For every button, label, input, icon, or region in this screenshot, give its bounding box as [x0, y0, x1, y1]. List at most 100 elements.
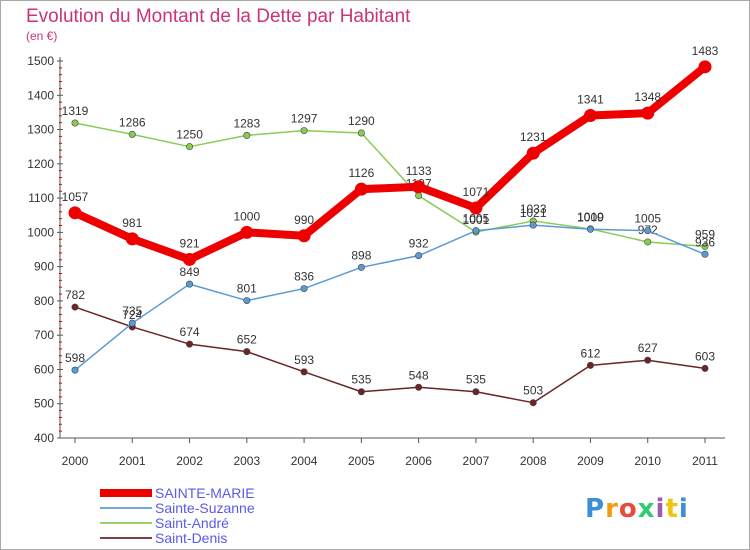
data-label: 1250: [176, 128, 203, 142]
data-label: 1005: [634, 212, 661, 226]
data-label: 1483: [692, 44, 719, 58]
x-tick-label: 2009: [577, 454, 604, 468]
x-tick-label: 2007: [463, 454, 490, 468]
data-point: [186, 340, 194, 348]
data-point: [71, 119, 79, 127]
legend-label: Saint-Denis: [155, 530, 227, 546]
data-point: [415, 252, 423, 260]
data-label: 593: [294, 353, 314, 367]
data-point: [71, 303, 79, 311]
data-label: 535: [351, 373, 371, 387]
x-tick-label: 2011: [692, 454, 718, 468]
x-tick-label: 2003: [233, 454, 260, 468]
data-label: 503: [523, 384, 543, 398]
data-point: [472, 388, 480, 396]
y-tick-label: 1200: [27, 157, 54, 171]
y-tick-label: 400: [34, 431, 54, 445]
series-layer: 782 724 674 652 593 535 548 535 503 612 627 603 1319…: [62, 44, 719, 407]
data-label: 1297: [291, 112, 318, 126]
series-line: [74, 306, 706, 404]
data-label: 1021: [520, 206, 547, 220]
chart-title: Evolution du Montant de la Dette par Hab…: [26, 6, 411, 27]
data-point: [357, 129, 365, 137]
data-point: [469, 201, 483, 215]
data-label: 1283: [233, 116, 260, 130]
data-point: [644, 238, 652, 246]
data-point: [68, 206, 82, 220]
data-point: [183, 252, 197, 266]
x-tick-label: 2010: [634, 454, 661, 468]
data-label: 1126: [348, 166, 374, 180]
data-point: [300, 285, 308, 293]
x-tick-label: 2006: [405, 454, 432, 468]
data-point: [586, 361, 594, 369]
y-tick-label: 900: [34, 260, 54, 274]
x-tick-label: 2000: [62, 454, 89, 468]
data-point: [644, 227, 652, 235]
legend-label: SAINTE-MARIE: [155, 485, 255, 501]
data-point: [243, 297, 251, 305]
data-point: [641, 106, 655, 120]
data-point: [186, 280, 194, 288]
data-point: [71, 366, 79, 374]
data-label: 990: [294, 213, 314, 227]
data-point: [128, 130, 136, 138]
x-tick-label: 2001: [119, 454, 146, 468]
y-tick-label: 1000: [27, 225, 54, 239]
data-label: 627: [638, 341, 658, 355]
legend: SAINTE-MARIESainte-SuzanneSaint-AndréSai…: [100, 485, 255, 546]
data-label: 535: [466, 373, 486, 387]
y-tick-label: 800: [34, 294, 54, 308]
data-point: [644, 356, 652, 364]
data-label: 1348: [634, 90, 661, 104]
data-point: [701, 250, 709, 258]
data-label: 782: [65, 288, 85, 302]
data-label: 1033: [520, 202, 547, 216]
legend-label: Saint-André: [155, 515, 229, 531]
data-point: [526, 146, 540, 160]
data-point: [583, 108, 597, 122]
y-tick-label: 700: [34, 328, 54, 342]
data-point: [243, 131, 251, 139]
data-point: [529, 399, 537, 407]
data-label: 1009: [577, 210, 604, 224]
y-tick-label: 1100: [28, 191, 54, 205]
data-label: 836: [294, 270, 314, 284]
x-tick-label: 2004: [291, 454, 318, 468]
data-label: 801: [237, 282, 257, 296]
data-label: 1057: [62, 190, 89, 204]
data-label: 1001: [463, 213, 490, 227]
x-axis: 2000 2001 2002 2003 2004 2005 2006 2007 2008 2009…: [60, 437, 725, 468]
data-point: [354, 182, 368, 196]
x-tick-label: 2008: [520, 454, 547, 468]
data-point: [415, 192, 423, 200]
data-label: 1133: [406, 164, 432, 178]
data-label: 959: [695, 227, 715, 241]
data-label: 674: [180, 325, 200, 339]
data-label: 1071: [463, 185, 490, 199]
data-point: [300, 368, 308, 376]
data-label: 1286: [119, 115, 146, 129]
data-label: 598: [65, 351, 85, 365]
data-point: [586, 225, 594, 233]
data-label: 652: [237, 333, 257, 347]
data-label: 1319: [62, 104, 89, 118]
data-point: [243, 348, 251, 356]
data-label: 1231: [520, 130, 547, 144]
data-point: [701, 364, 709, 372]
y-tick-label: 1300: [27, 123, 54, 137]
series-line: [71, 62, 709, 264]
y-axis: 400 500 600 700 800 900 1000 1100 1200 1300 1400 15…: [27, 54, 63, 445]
y-tick-label: 1500: [27, 54, 54, 68]
y-tick-label: 600: [34, 362, 54, 376]
data-label: 612: [580, 346, 600, 360]
data-point: [701, 242, 709, 250]
data-point: [698, 60, 712, 74]
data-point: [415, 383, 423, 391]
data-label: 1000: [233, 209, 260, 223]
data-point: [240, 225, 254, 239]
data-point: [125, 232, 139, 246]
data-label: 735: [122, 304, 142, 318]
data-label: 898: [351, 248, 371, 262]
